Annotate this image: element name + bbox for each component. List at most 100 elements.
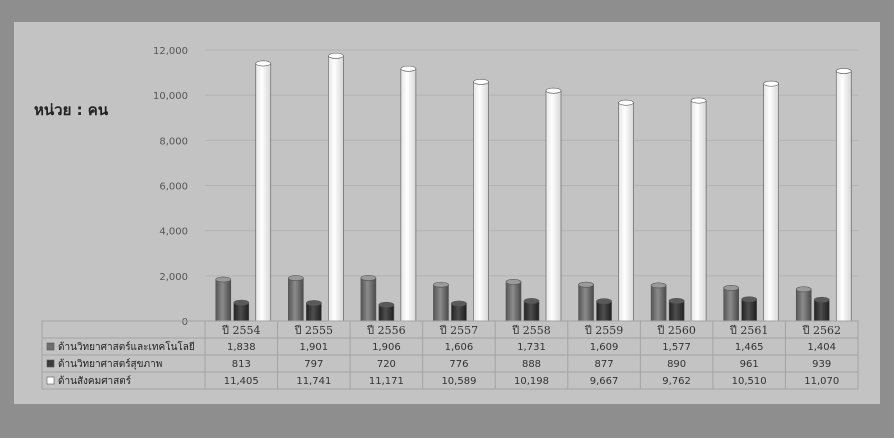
bar-body (618, 102, 634, 322)
bar-cap (400, 65, 417, 72)
bar-cap (451, 300, 467, 307)
bar (723, 285, 739, 322)
y-tick-label: 8,000 (159, 136, 188, 147)
bar-body (360, 277, 377, 322)
bar-body (741, 298, 757, 322)
bar (813, 296, 830, 322)
legend-key (46, 342, 55, 351)
bar-cap (596, 298, 612, 305)
bar (451, 300, 467, 322)
data-label: 939 (812, 359, 831, 370)
data-label: 1,404 (807, 342, 836, 353)
bar-body (523, 300, 540, 322)
bar-cap (578, 281, 594, 288)
bar-body (578, 284, 594, 322)
data-label: 1,577 (662, 342, 691, 353)
bar (378, 301, 395, 322)
bar-cap (523, 298, 540, 304)
y-axis-ticks: 0 2,000 4,000 6,000 8,000 10,000 12,000 (153, 46, 188, 328)
data-label: 776 (449, 359, 468, 370)
category-label: ปี 2556 (366, 324, 406, 337)
bar (835, 68, 852, 322)
bar-body (400, 68, 417, 322)
bar-cap (215, 276, 232, 283)
bar (618, 99, 634, 322)
bar-cap (255, 60, 272, 67)
bar-cap (813, 296, 830, 303)
bar-body (545, 90, 562, 322)
y-tick-label: 2,000 (159, 272, 188, 283)
bar-cap (433, 281, 449, 288)
legend-key (46, 376, 55, 385)
data-label: 1,731 (517, 342, 546, 353)
data-label: 720 (377, 359, 396, 370)
bar (795, 286, 812, 322)
bar-body (505, 281, 522, 322)
bar (578, 281, 594, 322)
bar-cap (741, 296, 757, 303)
bar-cap (505, 279, 522, 285)
bar-cap (650, 282, 667, 289)
data-label: 1,838 (227, 342, 256, 353)
bar-body (668, 300, 685, 322)
bar-body (596, 300, 612, 322)
series-label: ด้านสังคมศาสตร์ (58, 375, 132, 387)
category-label: ปี 2558 (511, 324, 551, 337)
category-label: ปี 2555 (293, 324, 333, 337)
bar-body (763, 83, 779, 322)
y-tick-label: 12,000 (153, 46, 188, 57)
bar-cap (723, 285, 739, 291)
bar-body (835, 70, 852, 322)
bar (505, 279, 522, 322)
y-tick-label: 0 (182, 317, 188, 328)
bar (433, 281, 449, 322)
category-label: ปี 2554 (221, 324, 261, 337)
bar (596, 298, 612, 322)
bar-body (215, 279, 232, 322)
bar (360, 275, 377, 322)
unit-label: หน่วย : คน (34, 101, 109, 119)
bar-body (473, 81, 489, 322)
data-label: 9,667 (590, 376, 619, 387)
bar (400, 65, 417, 322)
bar-cap (360, 275, 377, 281)
data-label: 10,589 (441, 376, 476, 387)
data-label: 11,171 (369, 376, 404, 387)
category-label: ปี 2561 (729, 324, 769, 337)
data-label: 961 (740, 359, 759, 370)
bar-cap (378, 301, 395, 308)
data-label: 1,901 (300, 342, 329, 353)
data-label: 813 (232, 359, 251, 370)
y-tick-label: 10,000 (153, 91, 188, 102)
bar-cap (618, 99, 634, 106)
bar (255, 60, 272, 322)
legend-key (46, 359, 55, 368)
data-label: 11,741 (296, 376, 331, 387)
bar-body (650, 285, 667, 322)
bar (233, 299, 250, 322)
data-label: 877 (595, 359, 614, 370)
bar-body (288, 277, 304, 322)
bar (668, 298, 685, 322)
data-label: 888 (522, 359, 541, 370)
category-label: ปี 2557 (439, 324, 479, 337)
bar-body (795, 288, 812, 322)
y-tick-label: 6,000 (159, 182, 188, 193)
bar (690, 97, 707, 322)
bar-cap (288, 275, 304, 281)
bars (215, 52, 852, 322)
category-label: ปี 2559 (584, 324, 624, 337)
data-label: 10,510 (732, 376, 767, 387)
bar-body (328, 55, 344, 322)
y-tick-label: 4,000 (159, 227, 188, 238)
bar (741, 296, 757, 322)
data-table: ปี 2554 ปี 2555 ปี 2556 ปี 2557 ปี 2558 ปี 25… (41, 320, 859, 390)
bar-body (255, 63, 272, 322)
bar (288, 275, 304, 322)
bar (523, 298, 540, 322)
bar (650, 282, 667, 322)
bar (306, 300, 322, 322)
data-label: 1,906 (372, 342, 401, 353)
bar-cap (233, 299, 250, 306)
